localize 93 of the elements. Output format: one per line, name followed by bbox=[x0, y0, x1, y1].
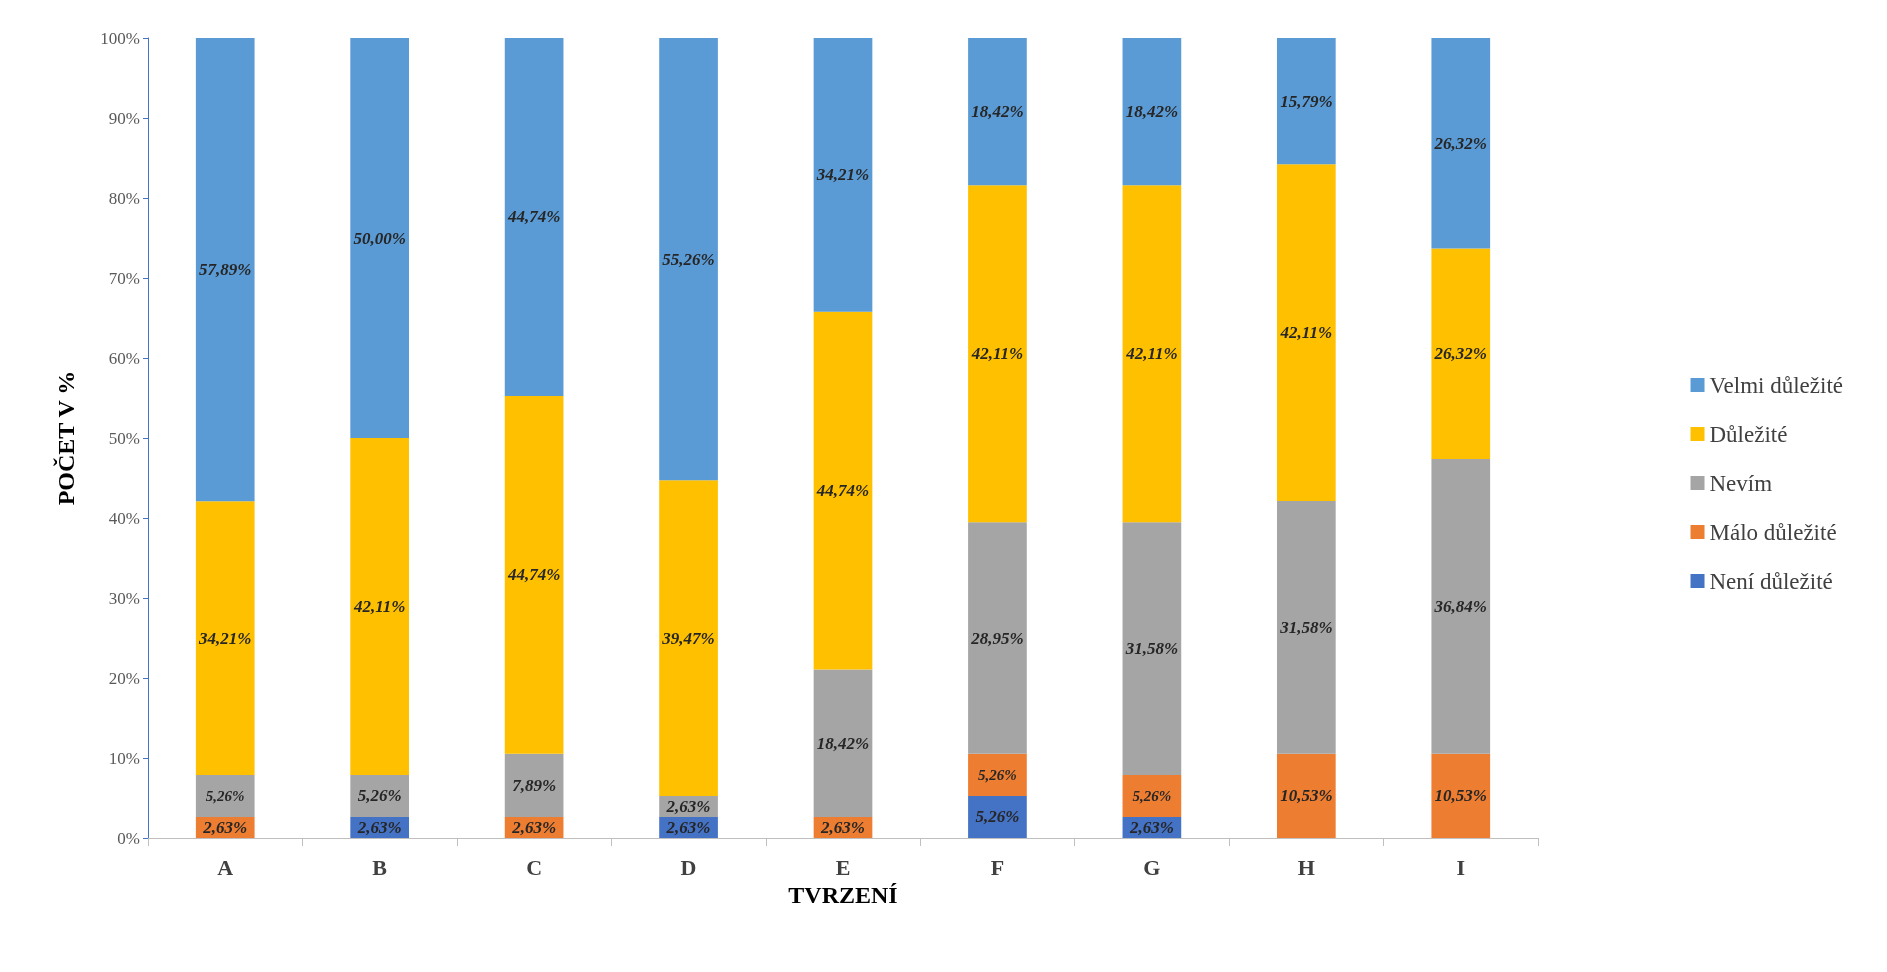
data-label: 57,89% bbox=[199, 260, 252, 280]
legend-label: Velmi důležité bbox=[1709, 372, 1844, 398]
data-label: 34,21% bbox=[815, 165, 870, 185]
y-tick-label: 70% bbox=[108, 268, 140, 288]
data-label: 15,79% bbox=[1280, 91, 1333, 111]
x-tick-label: H bbox=[1297, 854, 1315, 880]
data-label: 5,26% bbox=[205, 787, 245, 804]
data-label: 28,95% bbox=[970, 628, 1024, 648]
data-label: 42,11% bbox=[352, 596, 406, 616]
y-tick-label: 10% bbox=[108, 748, 140, 768]
y-tick-label: 50% bbox=[108, 428, 140, 448]
data-label: 26,32% bbox=[1433, 344, 1487, 364]
bar bbox=[195, 501, 255, 775]
bar bbox=[1276, 164, 1336, 502]
y-tick-label: 90% bbox=[108, 108, 140, 128]
y-axis-title: POČET V % bbox=[53, 370, 79, 506]
y-tick-label: 0% bbox=[117, 828, 140, 848]
x-tick-label: C bbox=[526, 854, 543, 880]
data-label: 18,42% bbox=[816, 733, 870, 753]
data-label: 2,63% bbox=[356, 817, 402, 837]
data-label: 10,53% bbox=[1434, 786, 1487, 806]
bar bbox=[1122, 38, 1182, 186]
bar bbox=[1431, 248, 1491, 460]
bar bbox=[659, 38, 718, 481]
legend-label: Málo důležité bbox=[1709, 519, 1837, 545]
data-label: 2,63% bbox=[1128, 817, 1174, 837]
bar bbox=[813, 38, 873, 312]
data-label: 2,63% bbox=[665, 817, 711, 837]
bar bbox=[1122, 522, 1182, 775]
bar bbox=[350, 438, 410, 775]
x-tick-label: B bbox=[372, 854, 388, 880]
data-label: 5,26% bbox=[975, 807, 1020, 827]
data-label: 10,53% bbox=[1280, 786, 1333, 806]
data-label: 2,63% bbox=[511, 817, 557, 837]
y-tick-label: 40% bbox=[108, 508, 140, 528]
y-tick-label: 100% bbox=[100, 28, 140, 48]
legend-label: Nevím bbox=[1709, 470, 1773, 496]
data-label: 50,00% bbox=[353, 228, 406, 248]
x-tick-label: A bbox=[217, 854, 234, 880]
x-tick-label: I bbox=[1456, 854, 1466, 880]
data-label: 7,89% bbox=[512, 775, 557, 795]
data-label: 44,74% bbox=[506, 565, 561, 585]
data-label: 5,26% bbox=[357, 786, 402, 806]
data-label: 5,26% bbox=[1132, 787, 1172, 804]
data-label: 42,11% bbox=[970, 344, 1024, 364]
bar bbox=[350, 38, 410, 438]
y-tick-label: 80% bbox=[108, 188, 140, 208]
data-label: 36,84% bbox=[1433, 596, 1487, 616]
x-tick-label: E bbox=[835, 854, 851, 880]
data-label: 31,58% bbox=[1279, 617, 1333, 637]
bar bbox=[813, 669, 873, 817]
legend-label: Není důležité bbox=[1709, 568, 1833, 594]
data-label: 44,74% bbox=[815, 481, 870, 501]
data-label: 42,11% bbox=[1279, 323, 1333, 343]
bar bbox=[1276, 38, 1336, 165]
data-label: 26,32% bbox=[1433, 133, 1487, 153]
x-axis-title: TVRZENÍ bbox=[788, 882, 898, 908]
data-label: 5,26% bbox=[978, 766, 1017, 783]
data-label: 44,74% bbox=[506, 207, 561, 227]
data-label: 39,47% bbox=[661, 628, 715, 648]
data-label: 42,11% bbox=[1125, 344, 1178, 364]
bar bbox=[504, 753, 564, 817]
bar bbox=[968, 753, 1027, 796]
x-tick-label: F bbox=[990, 854, 1005, 880]
bar bbox=[1122, 185, 1182, 523]
bar bbox=[968, 522, 1027, 754]
bar bbox=[968, 185, 1027, 523]
bar bbox=[1431, 753, 1491, 838]
bar bbox=[1276, 501, 1336, 754]
x-tick-label: G bbox=[1143, 854, 1161, 880]
bar bbox=[195, 38, 255, 502]
y-tick-label: 30% bbox=[108, 588, 140, 608]
bar bbox=[659, 480, 718, 796]
data-label: 18,42% bbox=[1125, 102, 1179, 122]
y-tick-label: 20% bbox=[108, 668, 140, 688]
bar bbox=[968, 38, 1027, 186]
data-label: 2,63% bbox=[820, 817, 865, 837]
bar bbox=[504, 395, 564, 754]
legend-label: Důležité bbox=[1709, 421, 1788, 447]
data-label: 31,58% bbox=[1124, 639, 1179, 659]
y-tick-label: 60% bbox=[108, 348, 140, 368]
data-label: 2,63% bbox=[665, 796, 711, 816]
data-label: 18,42% bbox=[971, 102, 1024, 122]
bar bbox=[195, 774, 255, 817]
data-label: 55,26% bbox=[662, 249, 715, 269]
data-label: 34,21% bbox=[198, 628, 252, 648]
bar bbox=[504, 38, 564, 396]
bar bbox=[813, 311, 873, 670]
bar bbox=[1431, 38, 1491, 249]
x-tick-label: D bbox=[680, 854, 697, 880]
data-label: 2,63% bbox=[202, 817, 248, 837]
bar bbox=[1276, 753, 1336, 838]
bar bbox=[1431, 459, 1491, 754]
